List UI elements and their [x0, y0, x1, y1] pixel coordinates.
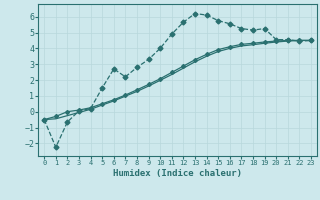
X-axis label: Humidex (Indice chaleur): Humidex (Indice chaleur) [113, 169, 242, 178]
